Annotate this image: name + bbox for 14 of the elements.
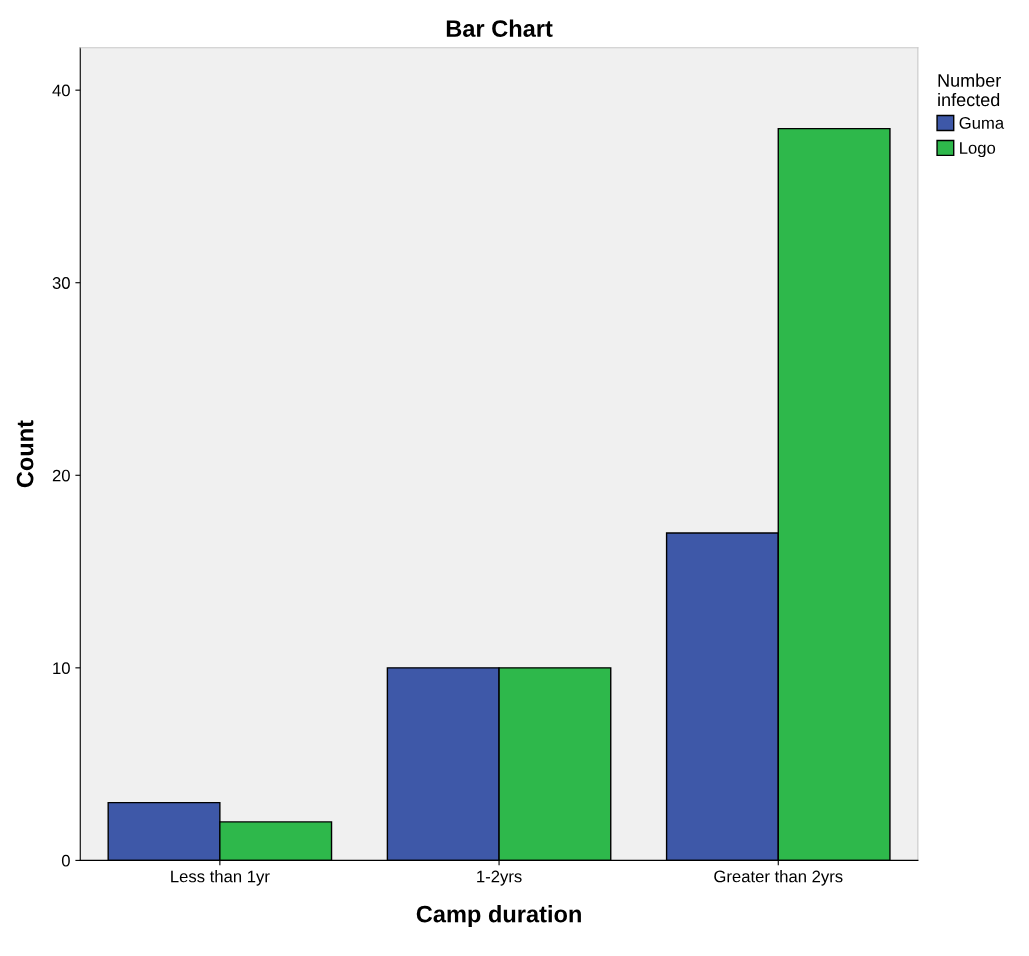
chart-title: Bar Chart (446, 19, 553, 37)
x-tick-label: 1-2yrs (477, 870, 522, 886)
y-axis-title: Count (16, 420, 34, 488)
y-tick-label: 30 (52, 277, 70, 289)
legend-title: Number infected (938, 73, 1001, 107)
y-tick-label: 0 (61, 854, 70, 867)
y-tick-label: 40 (52, 84, 70, 97)
y-tick-label: 10 (53, 662, 70, 675)
x-tick-label: Greater than 2yrs (714, 870, 843, 886)
x-tick-label: Less than 1yr (171, 870, 270, 886)
legend-label: Logo (960, 142, 996, 158)
x-axis-title: Camp duration (416, 905, 581, 928)
legend-label: Guma (959, 117, 1005, 129)
y-tick-label: 20 (52, 469, 70, 482)
